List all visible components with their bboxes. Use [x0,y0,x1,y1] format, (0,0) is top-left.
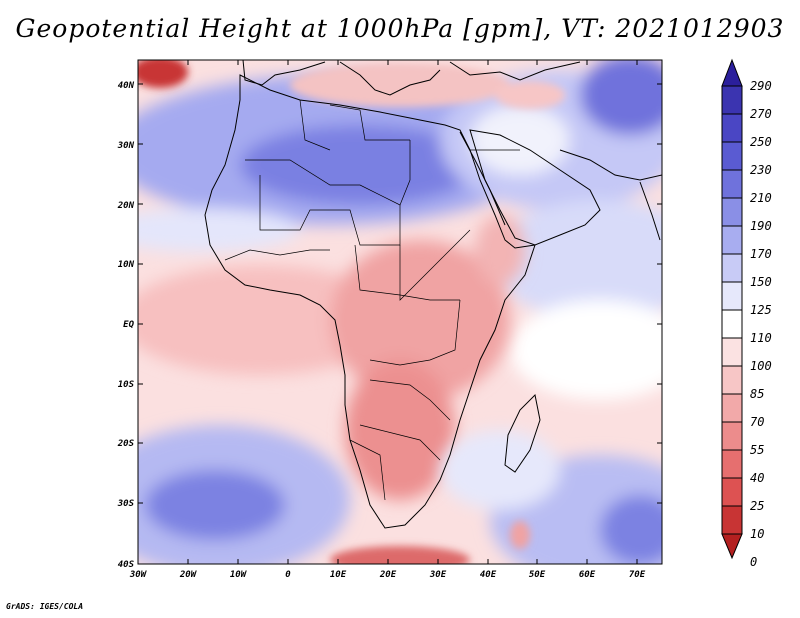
colorbar-label: 100 [750,359,772,373]
colorbar-segment [721,449,743,479]
longitude-axis: 30W 20W 10W 0 10E 20E 30E 40E 50E 60E 70… [129,60,646,580]
lon-label: 20W [179,570,198,580]
lat-label: 10S [118,380,135,390]
colorbar-segment [721,477,743,507]
coastlines [204,60,662,529]
map-frame [137,59,663,565]
lon-label: 20E [379,570,397,580]
colorbar-label: 40 [750,471,764,485]
height-field [138,60,662,564]
colorbar-label: 190 [750,219,772,233]
colorbar-label: 250 [750,135,772,149]
colorbar-label: 150 [750,275,772,289]
colorbar-segment [721,309,743,339]
colorbar-label: 125 [750,303,772,317]
colorbar-segment [721,113,743,143]
colorbar-segment [721,225,743,255]
colorbar-segment [721,505,743,535]
colorbar-segment [721,421,743,451]
lon-label: 50E [529,570,546,580]
colorbar-label: 25 [750,499,764,513]
colorbar-top-arrow [721,58,743,87]
lon-label: 10W [230,570,248,580]
colorbar-segment [721,197,743,227]
colorbar-segment [721,169,743,199]
lat-label: 30S [117,499,135,509]
lat-label: 30N [117,141,135,151]
lat-label: EQ [123,320,134,330]
colorbar-label: 55 [750,443,764,457]
colorbar-segment [721,85,743,115]
grads-credit: GrADS: IGES/COLA [6,602,84,611]
colorbar-label: 70 [750,415,764,429]
colorbar-label: 230 [750,163,772,177]
colorbar-label: 170 [750,247,772,261]
colorbar-label: 10 [750,527,764,541]
lat-label: 10N [118,260,135,270]
lat-label: 20N [117,201,135,211]
colorbar-segment [721,281,743,311]
lat-label: 40N [118,81,135,91]
lon-label: 30W [129,570,148,580]
lat-label: 40S [118,560,135,570]
lon-label: 40E [480,570,497,580]
latitude-axis: 40N 30N 20N 10N EQ 10S 20S 30S 40S [117,81,662,570]
lon-label: 10E [330,570,347,580]
country-borders [224,99,520,501]
colorbar-label: 0 [750,555,757,569]
lon-label: 70E [629,570,646,580]
lon-label: 60E [579,570,596,580]
colorbar-label: 85 [750,387,764,401]
lat-label: 20S [117,439,135,449]
colorbar-segment [721,141,743,171]
colorbar-label: 210 [750,191,772,205]
colorbar-segment [721,253,743,283]
colorbar-label: 290 [750,79,772,93]
colorbar-label: 270 [750,107,772,121]
colorbar-segment [721,337,743,367]
lon-label: 0 [285,570,291,580]
map-title: Geopotential Height at 1000hPa [gpm], VT… [15,14,785,43]
colorbar-bottom-arrow [721,533,743,560]
colorbar-segment [721,365,743,395]
colorbar-label: 110 [750,331,772,345]
colorbar: 2902702502302101901701501251101008570554… [721,58,772,569]
lon-label: 30E [429,570,447,580]
colorbar-segment [721,393,743,423]
